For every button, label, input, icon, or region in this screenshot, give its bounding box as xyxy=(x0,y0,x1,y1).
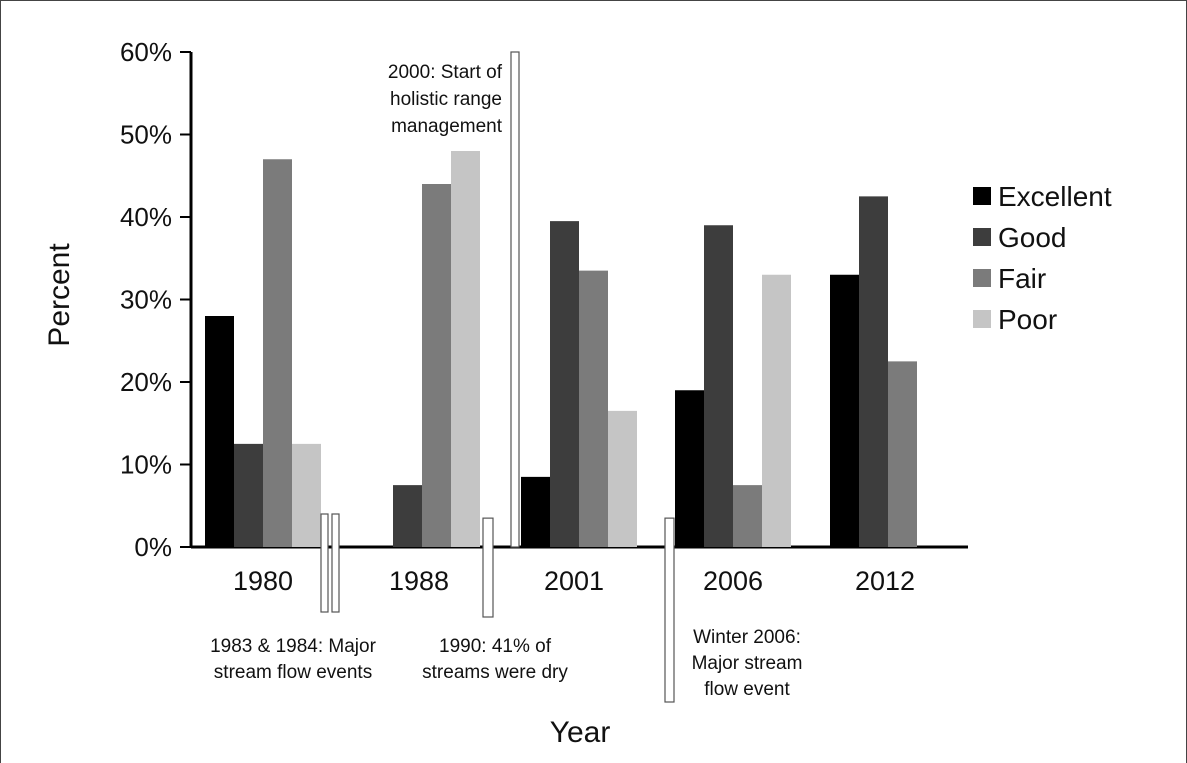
bar-fair-1988 xyxy=(422,184,451,547)
legend-label-good: Good xyxy=(998,222,1067,253)
event-marker-1990 xyxy=(482,517,494,618)
x-tick-label: 1980 xyxy=(233,566,293,596)
bars xyxy=(205,151,917,547)
legend-swatch-excellent xyxy=(973,187,991,205)
x-tick-label: 2006 xyxy=(703,566,763,596)
annotation-2006-line-3: flow event xyxy=(704,679,790,700)
y-axis-title: Percent xyxy=(43,243,76,347)
bar-good-1988 xyxy=(393,485,422,547)
bar-excellent-2006 xyxy=(675,390,704,547)
x-ticks: 1980 1988 2001 2006 2012 xyxy=(233,566,915,596)
annotations: 2000: Start of holistic range management… xyxy=(210,62,802,700)
legend: Excellent Good Fair Poor xyxy=(973,181,1112,335)
legend-swatch-good xyxy=(973,228,991,246)
bar-excellent-2001 xyxy=(521,476,550,547)
annotation-2000-line-3: management xyxy=(391,116,503,137)
y-ticks: 0% 10% 20% 30% 40% 50% 60% xyxy=(120,37,191,562)
legend-label-excellent: Excellent xyxy=(998,181,1112,212)
x-tick-label: 1988 xyxy=(389,566,449,596)
bar-good-1980 xyxy=(234,443,263,547)
bar-poor-1980 xyxy=(292,443,321,547)
annotation-2000-line-1: 2000: Start of xyxy=(388,62,503,83)
bar-fair-1980 xyxy=(263,159,292,547)
legend-swatch-poor xyxy=(973,310,991,328)
y-tick-label: 30% xyxy=(120,285,172,315)
x-axis-title: Year xyxy=(550,716,611,749)
legend-label-poor: Poor xyxy=(998,304,1057,335)
x-tick-label: 2012 xyxy=(855,566,915,596)
x-tick-label: 2001 xyxy=(544,566,604,596)
legend-label-fair: Fair xyxy=(998,263,1046,294)
y-tick-label: 10% xyxy=(120,450,172,480)
y-tick-label: 40% xyxy=(120,202,172,232)
event-marker-1983 xyxy=(320,513,329,613)
y-tick-label: 60% xyxy=(120,37,172,67)
bar-fair-2001 xyxy=(579,270,608,547)
bar-fair-2006 xyxy=(733,485,762,547)
y-tick-label: 0% xyxy=(134,532,172,562)
annotation-1990-line-2: streams were dry xyxy=(422,662,568,683)
annotation-2006-line-2: Major stream xyxy=(692,653,803,674)
bar-excellent-2012 xyxy=(830,274,859,547)
bar-good-2012 xyxy=(859,196,888,547)
bar-poor-2001 xyxy=(608,410,637,547)
annotation-1983-line-2: stream flow events xyxy=(214,662,372,683)
annotation-1983-line-1: 1983 & 1984: Major xyxy=(210,636,377,657)
bar-fair-2012 xyxy=(888,361,917,547)
event-markers xyxy=(320,51,675,703)
bar-poor-1988 xyxy=(451,151,480,547)
annotation-1990-line-1: 1990: 41% of xyxy=(439,636,552,657)
y-tick-label: 20% xyxy=(120,367,172,397)
bar-poor-2006 xyxy=(762,274,791,547)
y-tick-label: 50% xyxy=(120,120,172,150)
annotation-2000-line-2: holistic range xyxy=(390,89,502,110)
bar-excellent-1980 xyxy=(205,316,234,547)
bar-good-2006 xyxy=(704,225,733,547)
annotation-2006-line-1: Winter 2006: xyxy=(693,627,801,648)
legend-swatch-fair xyxy=(973,269,991,287)
bar-good-2001 xyxy=(550,221,579,547)
event-marker-2006 xyxy=(664,517,675,703)
event-marker-1984 xyxy=(331,513,340,613)
event-marker-2000 xyxy=(510,51,520,548)
